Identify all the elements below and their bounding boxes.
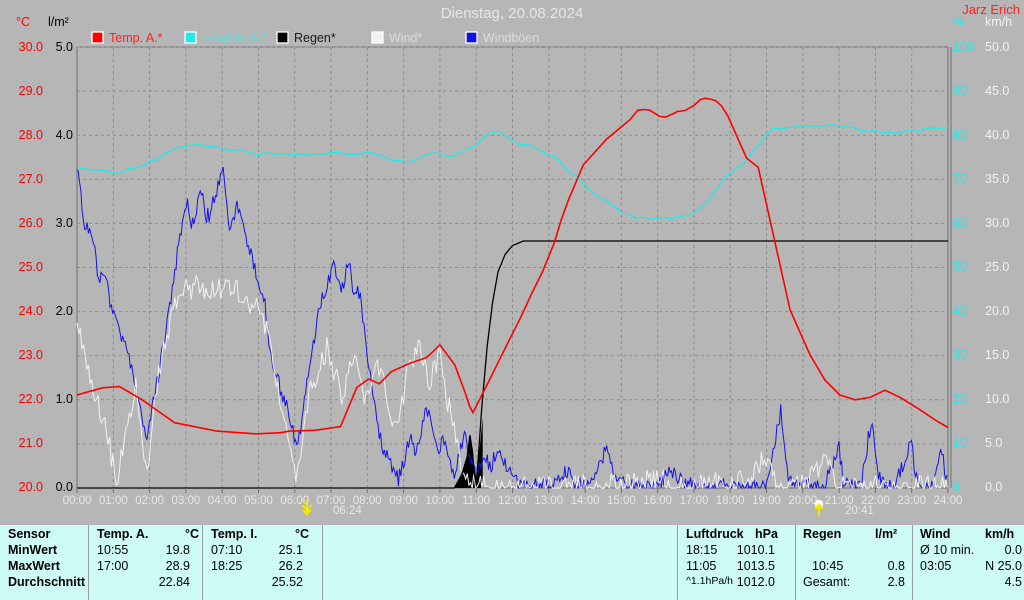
svg-text:11:00: 11:00	[462, 495, 490, 507]
svg-text:15:00: 15:00	[607, 495, 636, 507]
svg-text:Temp. A.*: Temp. A.*	[109, 31, 163, 45]
svg-text:13:00: 13:00	[534, 495, 563, 507]
svg-text:40.0: 40.0	[985, 128, 1009, 142]
svg-text:4.0: 4.0	[56, 128, 73, 142]
svg-text:05:00: 05:00	[244, 495, 273, 507]
svg-text:21.0: 21.0	[19, 436, 43, 450]
svg-text:20:41: 20:41	[845, 505, 874, 517]
svg-text:30.0: 30.0	[19, 40, 43, 54]
svg-text:25.0: 25.0	[19, 260, 43, 274]
svg-text:25.0: 25.0	[985, 260, 1009, 274]
svg-text:35.0: 35.0	[985, 172, 1009, 186]
svg-text:5.0: 5.0	[985, 436, 1002, 450]
svg-text:12:00: 12:00	[498, 495, 527, 507]
svg-text:14:00: 14:00	[571, 495, 600, 507]
svg-text:1.0: 1.0	[56, 392, 73, 406]
svg-text:l/m²: l/m²	[48, 15, 69, 29]
svg-text:30: 30	[953, 348, 967, 362]
svg-text:24.0: 24.0	[19, 304, 43, 318]
svg-text:Regen*: Regen*	[294, 31, 336, 45]
svg-text:10:00: 10:00	[426, 495, 455, 507]
svg-text:00:00: 00:00	[63, 495, 92, 507]
svg-text:28.0: 28.0	[19, 128, 43, 142]
svg-text:10.0: 10.0	[985, 392, 1009, 406]
svg-text:15.0: 15.0	[985, 348, 1009, 362]
svg-text:09:00: 09:00	[389, 495, 418, 507]
svg-text:01:00: 01:00	[99, 495, 128, 507]
svg-text:06:24: 06:24	[333, 505, 362, 517]
svg-text:Windböen: Windböen	[483, 31, 539, 45]
svg-text:100: 100	[953, 40, 974, 54]
svg-text:24:00: 24:00	[934, 495, 963, 507]
svg-text:%: %	[953, 15, 964, 29]
svg-text:04:00: 04:00	[208, 495, 237, 507]
svg-text:03:00: 03:00	[172, 495, 201, 507]
svg-text:10: 10	[953, 436, 967, 450]
svg-text:70: 70	[953, 172, 967, 186]
svg-text:18:00: 18:00	[716, 495, 745, 507]
svg-text:26.0: 26.0	[19, 216, 43, 230]
svg-text:23.0: 23.0	[19, 348, 43, 362]
svg-text:60: 60	[953, 216, 967, 230]
svg-text:Feuchte A.*: Feuchte A.*	[202, 31, 267, 45]
svg-text:30.0: 30.0	[985, 216, 1009, 230]
svg-text:02:00: 02:00	[135, 495, 164, 507]
svg-text:90: 90	[953, 84, 967, 98]
svg-text:19:00: 19:00	[752, 495, 781, 507]
svg-text:0: 0	[953, 480, 960, 494]
svg-text:27.0: 27.0	[19, 172, 43, 186]
svg-text:50.0: 50.0	[985, 40, 1009, 54]
svg-text:20.0: 20.0	[985, 304, 1009, 318]
svg-text:20: 20	[953, 392, 967, 406]
svg-text:40: 40	[953, 304, 967, 318]
svg-text:°C: °C	[16, 15, 30, 29]
svg-text:50: 50	[953, 260, 967, 274]
svg-text:2.0: 2.0	[56, 304, 73, 318]
svg-text:23:00: 23:00	[897, 495, 926, 507]
svg-text:5.0: 5.0	[56, 40, 73, 54]
svg-text:22.0: 22.0	[19, 392, 43, 406]
svg-text:29.0: 29.0	[19, 84, 43, 98]
svg-text:Dienstag, 20.08.2024: Dienstag, 20.08.2024	[441, 5, 584, 22]
svg-text:20:00: 20:00	[788, 495, 817, 507]
svg-text:16:00: 16:00	[643, 495, 672, 507]
svg-text:17:00: 17:00	[680, 495, 709, 507]
svg-text:80: 80	[953, 128, 967, 142]
svg-text:Wind*: Wind*	[389, 31, 422, 45]
svg-text:3.0: 3.0	[56, 216, 73, 230]
svg-text:06:00: 06:00	[280, 495, 309, 507]
svg-text:0.0: 0.0	[985, 480, 1002, 494]
svg-text:0.0: 0.0	[56, 480, 73, 494]
svg-text:45.0: 45.0	[985, 84, 1009, 98]
svg-text:km/h: km/h	[985, 15, 1012, 29]
svg-text:20.0: 20.0	[19, 480, 43, 494]
